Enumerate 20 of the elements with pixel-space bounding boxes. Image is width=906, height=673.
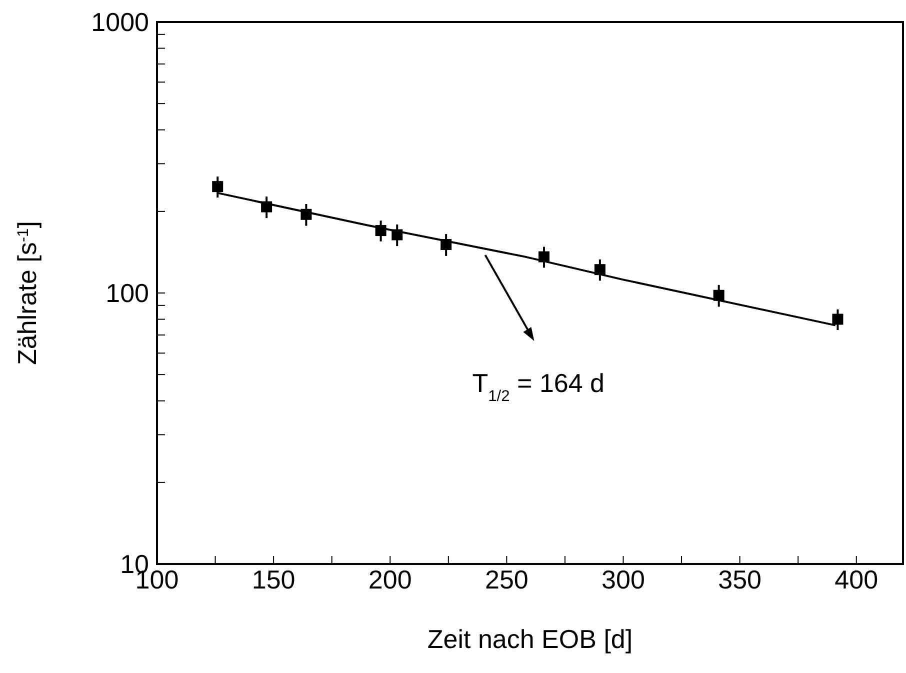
x-tick-label: 150 <box>252 564 296 594</box>
x-tick-label: 350 <box>718 564 762 594</box>
y-tick-label: 1000 <box>91 7 149 38</box>
x-axis-title: Zeit nach EOB [d] <box>427 624 633 654</box>
point <box>538 251 550 262</box>
point <box>713 290 724 301</box>
point <box>594 264 606 276</box>
point <box>392 229 403 240</box>
point <box>375 225 386 236</box>
x-tick-label: 200 <box>368 564 412 594</box>
x-tick-label: 400 <box>834 564 878 594</box>
annotation: T$_{1/2}$ = 164 d <box>472 368 605 405</box>
point <box>300 208 312 220</box>
point <box>261 201 272 212</box>
point <box>212 181 224 192</box>
x-tick-label: 300 <box>602 564 645 594</box>
point <box>832 314 844 325</box>
y-tick-label: 100 <box>106 278 149 308</box>
x-tick-label: 250 <box>484 564 528 594</box>
point <box>440 238 452 250</box>
